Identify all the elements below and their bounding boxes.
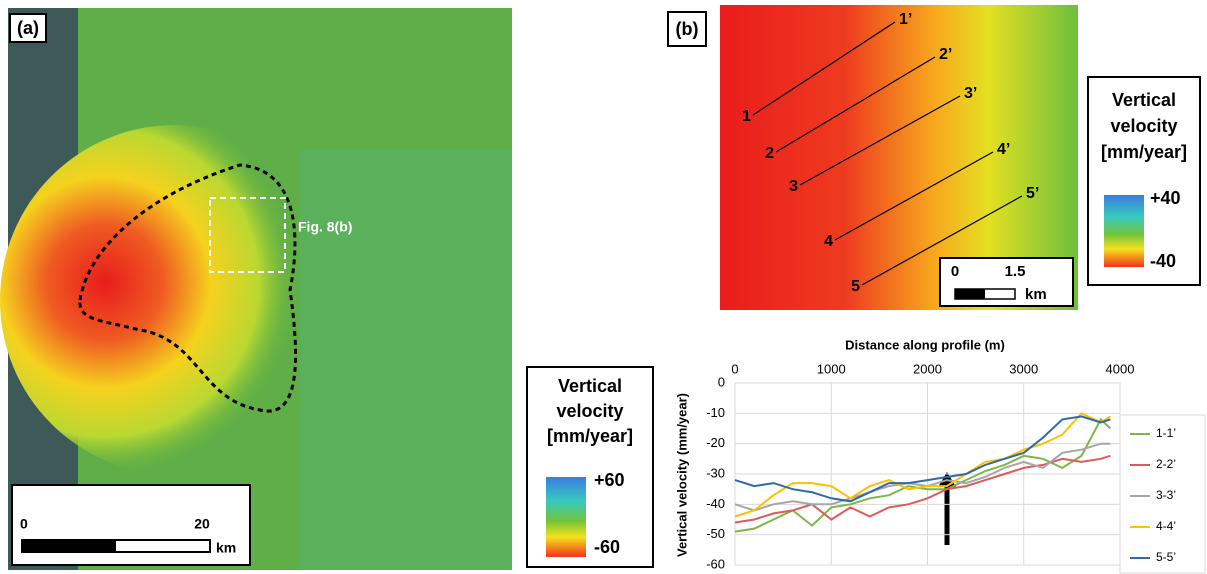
scale-label: 20 [194, 516, 210, 532]
map-b: (b) 1 1’ 2 2’ 3 3’ 4 4’ 5 5’ 0 1.5 km Vertical ve… [668, 5, 1200, 310]
y-tick-label: -40 [706, 496, 725, 511]
legend-label: 2-2’ [1156, 457, 1176, 471]
y-tick-label: -60 [706, 556, 725, 571]
panel-label: (b) [676, 19, 699, 39]
figure: Fig. 8(b) N E S W (a) 0 20 km Vertical v… [0, 0, 1207, 574]
y-tick-label: -10 [706, 405, 725, 420]
inset-label: Fig. 8(b) [298, 219, 352, 235]
legend-label: 3-3’ [1156, 488, 1176, 502]
legend-title: velocity [1110, 116, 1177, 136]
profile-start: 4 [824, 233, 833, 250]
series-line [735, 419, 1110, 531]
legend-title: Vertical [558, 376, 622, 396]
legend-label: 4-4’ [1156, 519, 1176, 533]
compass-n: N [605, 17, 611, 26]
scale-label: 0 [951, 263, 959, 280]
y-tick-label: -30 [706, 465, 725, 480]
scale-label: 0 [20, 516, 28, 532]
legend-label: 5-5’ [1156, 550, 1176, 564]
y-tick-label: -50 [706, 526, 725, 541]
profile-start: 5 [851, 278, 860, 295]
profile-end: 4’ [997, 141, 1010, 158]
y-tick-label: -20 [706, 435, 725, 450]
x-tick-label: 3000 [1009, 361, 1038, 376]
x-tick-label: 2000 [913, 361, 942, 376]
scale-label: 1.5 [1005, 263, 1026, 280]
map-a: Fig. 8(b) N E S W (a) 0 20 km Vertical v… [0, 8, 653, 570]
x-tick-label: 0 [731, 361, 738, 376]
profile-end: 2’ [939, 46, 952, 63]
compass-w: W [570, 51, 578, 60]
panel-label: (a) [17, 18, 39, 38]
legend-title: Vertical [1112, 90, 1176, 110]
legend-title: [mm/year] [547, 426, 633, 446]
legend-max: +40 [1150, 188, 1181, 208]
x-tick-label: 4000 [1106, 361, 1135, 376]
scale-unit: km [216, 540, 236, 556]
profile-end: 3’ [964, 85, 977, 102]
profile-start: 3 [789, 178, 798, 195]
legend-max: +60 [594, 470, 625, 490]
legend-label: 1-1’ [1156, 426, 1176, 440]
legend-title: velocity [556, 401, 623, 421]
legend-title: [mm/year] [1101, 142, 1187, 162]
profile-end: 5’ [1026, 185, 1039, 202]
profile-start: 1 [742, 108, 751, 125]
compass-e: E [638, 51, 643, 60]
scale-unit: km [1025, 286, 1047, 303]
y-axis-label: Vertical velocity (mm/year) [674, 393, 689, 557]
legend-min: -40 [1150, 251, 1176, 271]
compass-s: S [605, 86, 610, 95]
profile-start: 2 [765, 145, 774, 162]
y-tick-label: 0 [718, 374, 725, 389]
x-tick-label: 1000 [817, 361, 846, 376]
legend-min: -60 [594, 537, 620, 557]
profile-end: 1’ [899, 11, 912, 28]
chart-title: Distance along profile (m) [845, 337, 1005, 352]
line-chart: Distance along profile (m) Vertical velo… [674, 337, 1205, 573]
